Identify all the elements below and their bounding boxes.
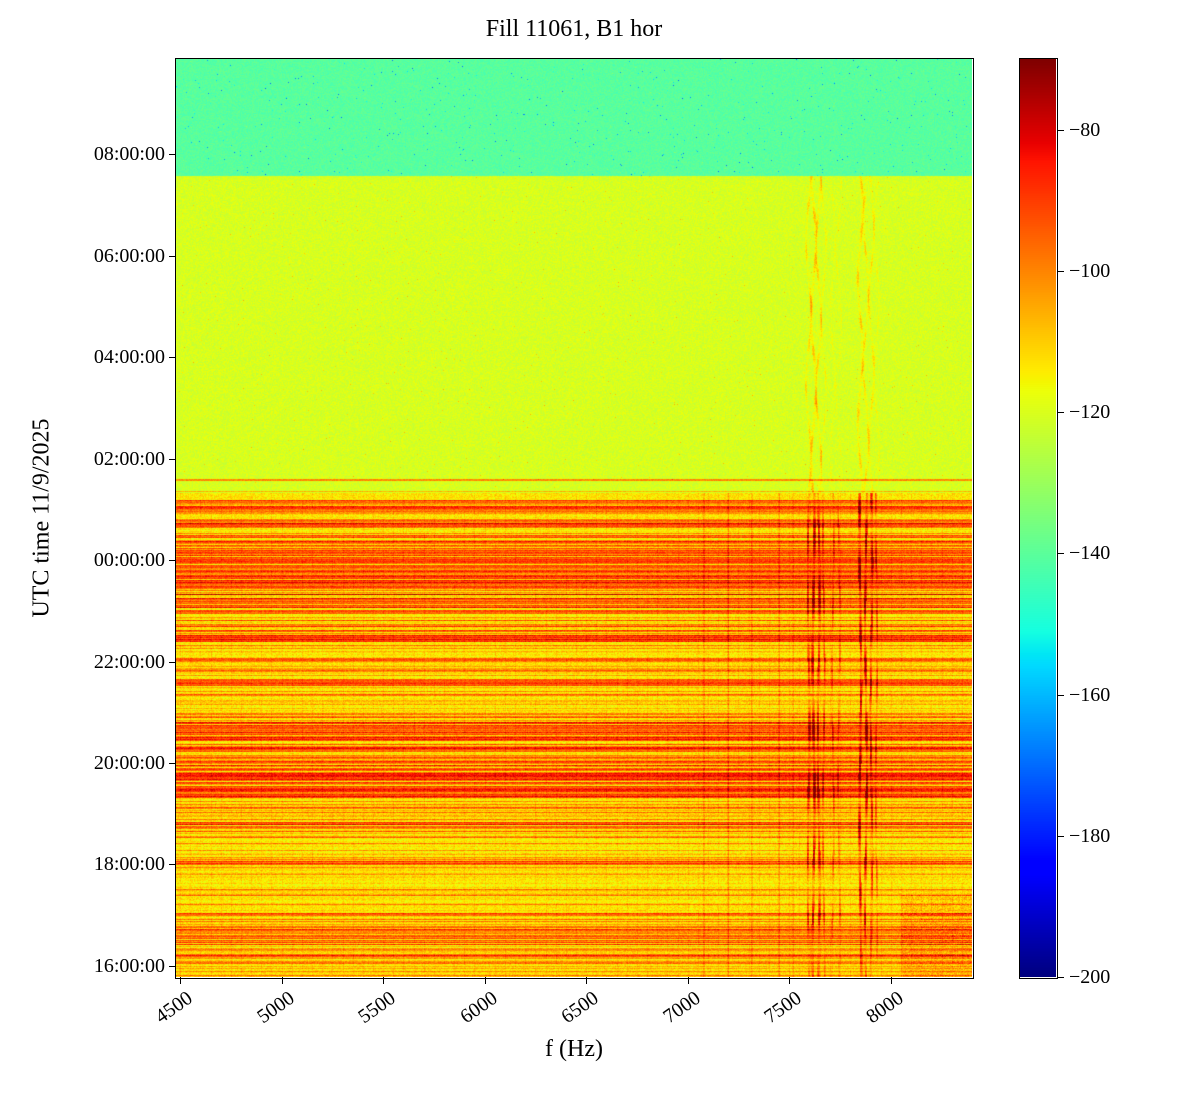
x-tick-mark (890, 977, 892, 984)
colorbar-tick-label: −160 (1069, 683, 1111, 706)
y-tick-mark (169, 965, 176, 967)
y-tick-label: 16:00:00 (93, 954, 165, 977)
y-axis-label: UTC time 11/9/2025 (28, 418, 55, 618)
y-tick-mark (169, 661, 176, 663)
x-tick-mark (281, 977, 283, 984)
colorbar-tick-label: −200 (1069, 966, 1111, 988)
y-tick-label: 02:00:00 (93, 447, 165, 470)
y-tick-label: 20:00:00 (93, 751, 165, 774)
plot-border (175, 58, 974, 979)
y-tick-mark (169, 255, 176, 257)
y-tick-label: 04:00:00 (93, 346, 165, 369)
colorbar-tick-mark (1057, 129, 1064, 131)
x-tick-mark (789, 977, 791, 984)
x-tick-mark (383, 977, 385, 984)
y-tick-mark (169, 560, 176, 562)
y-tick-mark (169, 154, 176, 156)
y-tick-mark (169, 762, 176, 764)
colorbar-tick-label: −120 (1069, 401, 1111, 424)
colorbar-tick-label: −140 (1069, 542, 1111, 565)
colorbar-tick-label: −180 (1069, 824, 1111, 847)
y-tick-label: 00:00:00 (93, 549, 165, 572)
y-tick-mark (169, 458, 176, 460)
colorbar-tick-mark (1057, 835, 1064, 837)
colorbar-border (1019, 58, 1058, 979)
colorbar-tick-mark (1057, 412, 1064, 414)
y-tick-mark (169, 357, 176, 359)
x-tick-mark (586, 977, 588, 984)
x-tick-mark (180, 977, 182, 984)
x-tick-mark (484, 977, 486, 984)
y-tick-label: 08:00:00 (93, 143, 165, 166)
colorbar-tick-label: −100 (1069, 259, 1111, 282)
y-tick-label: 06:00:00 (93, 244, 165, 267)
colorbar-tick-label: −80 (1069, 118, 1101, 141)
x-axis-label: f (Hz) (545, 1036, 603, 1062)
y-tick-label: 18:00:00 (93, 853, 165, 876)
colorbar-tick-mark (1057, 977, 1064, 978)
colorbar-tick-mark (1057, 694, 1064, 696)
colorbar-tick-mark (1057, 553, 1064, 555)
y-tick-mark (169, 864, 176, 866)
spectrogram-canvas (176, 59, 972, 977)
chart-title: Fill 11061, B1 hor (485, 16, 663, 42)
colorbar-gradient (1020, 59, 1056, 977)
x-tick-mark (687, 977, 689, 984)
colorbar-tick-mark (1057, 270, 1064, 272)
y-tick-label: 22:00:00 (93, 650, 165, 673)
